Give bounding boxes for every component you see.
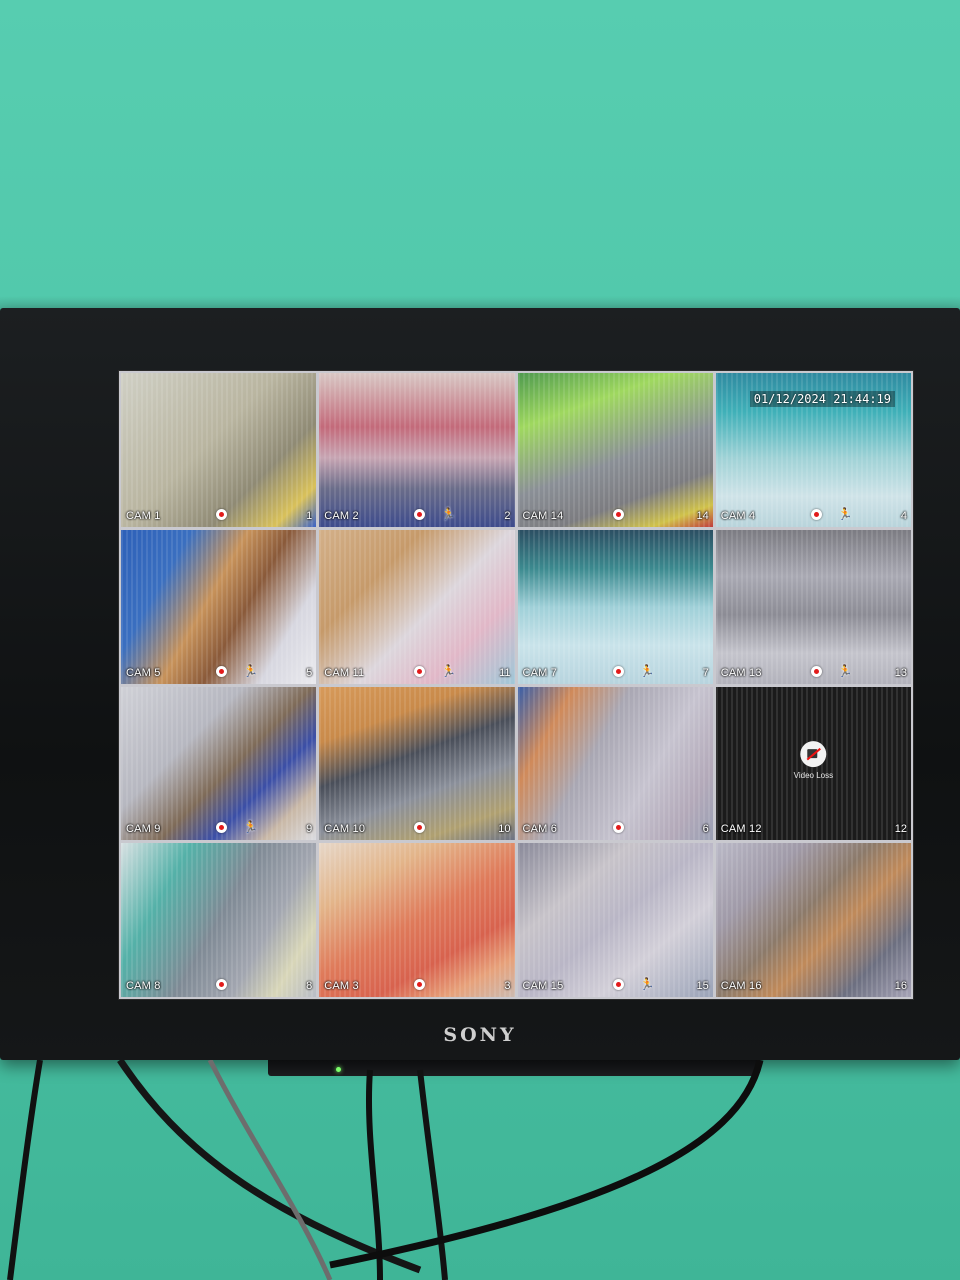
camera-tile-cam2[interactable]: CAM 2 🏃 2	[319, 373, 515, 527]
camera-grid: CAM 1 1 CAM 2 🏃 2 CAM 14 14 01/12/2024 2…	[119, 371, 913, 999]
motion-person-icon: 🏃	[837, 506, 853, 521]
camera-label: CAM 8	[126, 980, 161, 992]
camera-number: 10	[498, 823, 511, 836]
camera-number: 11	[499, 666, 511, 679]
video-loss-icon	[800, 741, 827, 768]
camera-number: 2	[504, 509, 511, 522]
camera-number: 4	[900, 509, 907, 522]
camera-tile-cam5[interactable]: CAM 5 🏃 5	[121, 529, 317, 684]
cables	[7, 1060, 764, 1280]
nvr-screen: CAM 1 1 CAM 2 🏃 2 CAM 14 14 01/12/2024 2…	[118, 370, 914, 1000]
video-loss-indicator: Video Loss	[793, 741, 834, 781]
motion-person-icon: 🏃	[837, 663, 853, 678]
camera-number: 16	[894, 980, 907, 992]
camera-tile-cam1[interactable]: CAM 1 1	[121, 373, 317, 527]
record-icon	[612, 822, 624, 834]
record-icon	[414, 822, 426, 834]
record-icon	[612, 979, 624, 990]
camera-label: CAM 14	[522, 509, 564, 522]
record-icon	[414, 665, 426, 677]
camera-number: 12	[894, 823, 907, 836]
record-icon	[414, 508, 426, 520]
camera-label: CAM 3	[324, 980, 359, 992]
camera-label: CAM 13	[720, 666, 762, 679]
camera-number: 13	[894, 666, 907, 679]
motion-person-icon: 🏃	[441, 663, 457, 678]
camera-tile-cam10[interactable]: CAM 10 10	[319, 686, 515, 841]
camera-label: CAM 16	[720, 980, 762, 992]
camera-label: CAM 15	[522, 980, 564, 992]
camera-label: CAM 12	[720, 823, 762, 836]
motion-person-icon: 🏃	[639, 663, 655, 678]
record-icon	[414, 979, 426, 990]
camera-label: CAM 6	[522, 823, 558, 836]
record-icon	[216, 665, 227, 677]
camera-number: 7	[702, 666, 709, 679]
camera-tile-cam3[interactable]: CAM 3 3	[319, 843, 515, 997]
camera-tile-cam8[interactable]: CAM 8 8	[121, 843, 317, 997]
camera-tile-cam15[interactable]: CAM 15 🏃 15	[517, 843, 713, 997]
record-icon	[612, 508, 624, 520]
camera-tile-cam11[interactable]: CAM 11 🏃 11	[319, 529, 515, 684]
record-icon	[810, 508, 822, 520]
camera-tile-cam14[interactable]: CAM 14 14	[517, 373, 713, 527]
timestamp: 01/12/2024 21:44:19	[749, 391, 895, 407]
camera-label: CAM 2	[324, 509, 359, 522]
motion-person-icon: 🏃	[441, 506, 457, 521]
camera-number: 3	[504, 980, 511, 992]
camera-number: 6	[702, 823, 709, 836]
camera-tile-cam4[interactable]: 01/12/2024 21:44:19 CAM 4 🏃 4	[715, 373, 911, 527]
camera-label: CAM 4	[720, 509, 756, 522]
camera-label: CAM 5	[126, 666, 161, 679]
motion-person-icon: 🏃	[243, 820, 258, 835]
camera-number: 1	[306, 509, 313, 522]
camera-tile-cam6[interactable]: CAM 6 6	[517, 686, 713, 841]
camera-label: CAM 10	[324, 823, 366, 836]
motion-person-icon: 🏃	[243, 663, 258, 678]
wall-seam	[0, 296, 960, 310]
record-icon	[216, 508, 227, 520]
camera-label: CAM 9	[126, 823, 161, 836]
camera-label: CAM 11	[324, 666, 365, 679]
camera-tile-cam16[interactable]: CAM 16 16	[715, 843, 911, 997]
camera-number: 14	[696, 509, 709, 522]
record-icon	[612, 665, 624, 677]
camera-label: CAM 7	[522, 666, 558, 679]
record-icon	[216, 822, 227, 834]
camera-number: 15	[696, 980, 709, 992]
camera-tile-cam12[interactable]: Video Loss CAM 12 12	[715, 686, 911, 841]
camera-tile-cam9[interactable]: CAM 9 🏃 9	[121, 686, 317, 841]
camera-label: CAM 1	[126, 509, 161, 522]
record-icon	[216, 979, 227, 990]
camera-number: 8	[306, 980, 313, 992]
camera-tile-cam7[interactable]: CAM 7 🏃 7	[517, 529, 713, 684]
brand-logo: SONY	[443, 1024, 517, 1046]
camera-tile-cam13[interactable]: CAM 13 🏃 13	[715, 529, 911, 684]
motion-person-icon: 🏃	[639, 977, 655, 991]
camera-number: 5	[306, 666, 313, 679]
monitor-stand	[268, 1060, 758, 1076]
record-icon	[810, 665, 822, 677]
video-loss-text: Video Loss	[793, 771, 834, 781]
camera-number: 9	[306, 823, 313, 836]
power-led-icon	[336, 1067, 341, 1072]
